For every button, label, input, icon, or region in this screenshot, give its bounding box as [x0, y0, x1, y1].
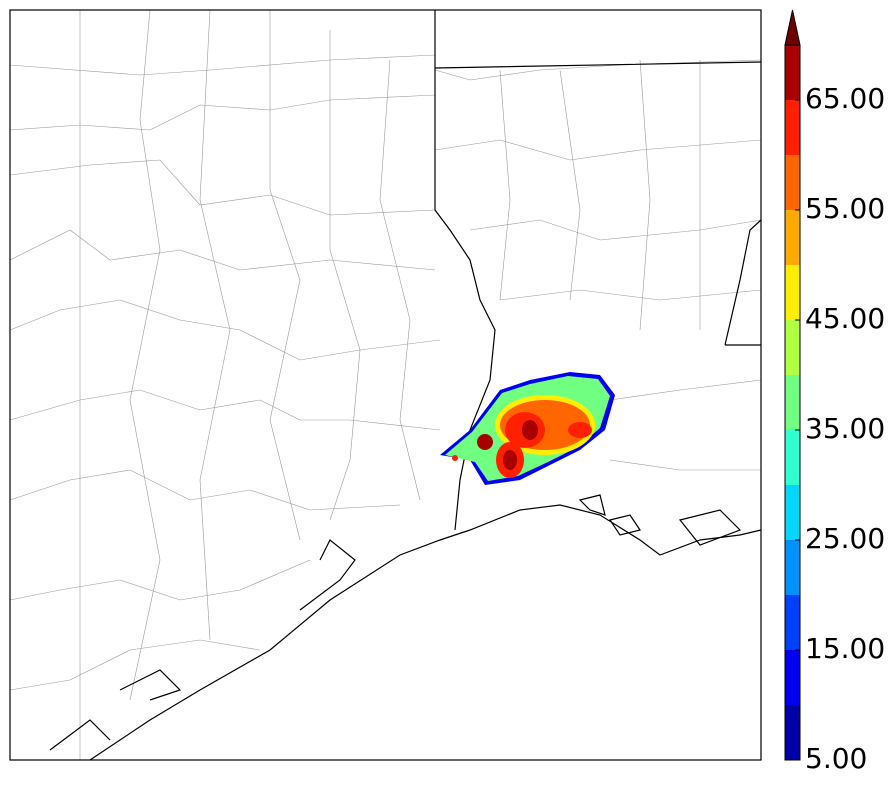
map-frame [9, 9, 762, 761]
colorbar-tick-label: 5.00 [805, 742, 867, 775]
reflectivity-echo [440, 372, 615, 485]
colorbar-tick-label: 55.00 [805, 192, 885, 225]
colorbar-tick-label: 25.00 [805, 522, 885, 555]
colorbar-band [785, 210, 800, 265]
echo-core [503, 450, 517, 470]
colorbar-tick-label: 45.00 [805, 302, 885, 335]
colorbar-extend [784, 9, 801, 46]
colorbar-band [785, 265, 800, 320]
colorbar-band [785, 595, 800, 650]
map-background [10, 10, 761, 760]
colorbar-band [785, 540, 800, 595]
echo-core [452, 455, 458, 461]
colorbar-tick-label: 15.00 [805, 632, 885, 665]
colorbar: 5.00 15.00 25.00 35.00 45.00 55.00 65.00 [784, 9, 885, 775]
map [9, 9, 762, 761]
colorbar-band [785, 155, 800, 210]
colorbar-band [785, 375, 800, 430]
echo-core [477, 434, 493, 450]
colorbar-band [785, 320, 800, 375]
colorbar-band [785, 705, 800, 760]
colorbar-band [785, 650, 800, 705]
colorbar-frame [784, 44, 801, 761]
colorbar-tick-label: 35.00 [805, 412, 885, 445]
echo-area [568, 422, 592, 438]
colorbar-tick-label: 65.00 [805, 82, 885, 115]
colorbar-band [785, 45, 800, 100]
colorbar-band [785, 100, 800, 155]
coastline [49, 494, 762, 761]
county-lines [9, 9, 762, 760]
colorbar-band [785, 485, 800, 540]
echo-core [522, 420, 538, 440]
state-borders [434, 10, 762, 531]
colorbar-band [785, 430, 800, 485]
